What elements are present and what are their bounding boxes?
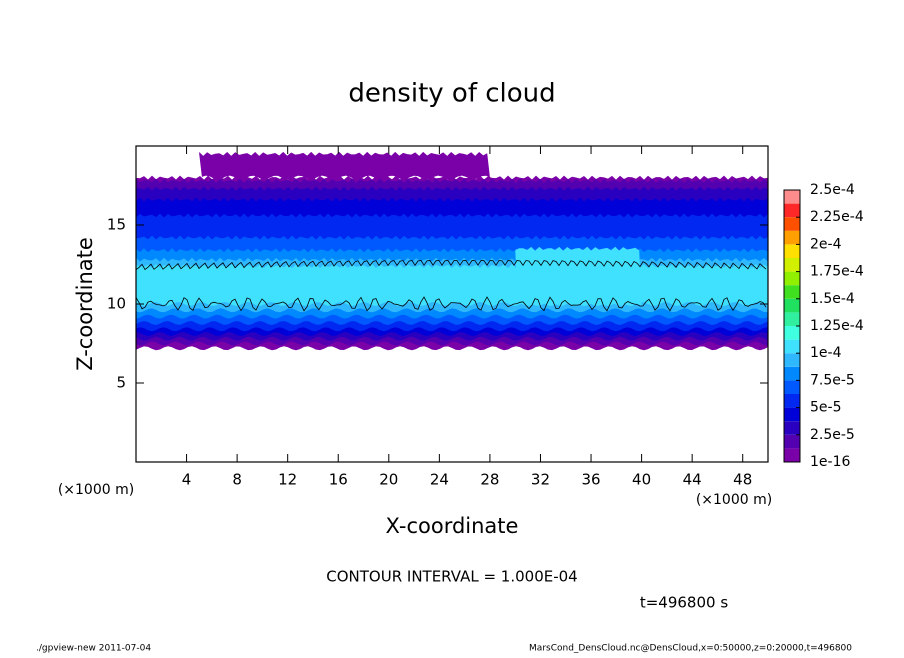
colorbar-tick-label: 1e-4 [810, 345, 842, 361]
colorbar-tick-label: 2e-4 [810, 236, 842, 252]
colorbar-band [784, 271, 800, 286]
colorbar-band [784, 394, 800, 408]
colorbar-band [784, 434, 800, 449]
y-tick-label: 15 [107, 216, 126, 234]
colorbar-band [784, 353, 800, 367]
colorbar-band [784, 190, 800, 204]
colorbar-tick-label: 2.5e-4 [810, 182, 855, 198]
colorbar-tick-label: 2.5e-5 [810, 427, 855, 443]
density-layer [136, 264, 768, 306]
colorbar-band [784, 203, 800, 218]
chart-title: density of cloud [348, 79, 555, 109]
x-unit-label: (×1000 m) [696, 492, 772, 508]
colorbar-band [784, 366, 800, 381]
x-tick-label: 44 [683, 471, 702, 489]
x-unit-label: (×1000 m) [58, 482, 134, 498]
x-tick-label: 32 [531, 471, 550, 489]
time-note: t=496800 s [640, 594, 728, 612]
colorbar-band [784, 448, 800, 462]
y-tick-label: 10 [107, 295, 126, 313]
colorbar-band [784, 339, 800, 354]
colorbar-band [784, 244, 800, 258]
colorbar-band [784, 380, 800, 394]
colorbar-tick-label: 7.5e-5 [810, 372, 855, 388]
x-tick-label: 24 [430, 471, 449, 489]
footer-right: MarsCond_DensCloud.nc@DensCloud,x=0:5000… [529, 644, 852, 654]
colorbar-tick-label: 1e-16 [810, 454, 850, 470]
colorbar-band [784, 285, 800, 299]
density-layer [199, 151, 490, 180]
x-tick-label: 20 [379, 471, 398, 489]
y-tick-label: 5 [116, 374, 126, 392]
colorbar-band [784, 407, 800, 422]
colorbar-tick-label: 1.75e-4 [810, 264, 864, 280]
colorbar-band [784, 258, 800, 272]
x-tick-label: 4 [182, 471, 192, 489]
colorbar-tick-label: 1.25e-4 [810, 318, 864, 334]
x-tick-label: 48 [733, 471, 752, 489]
colorbar-band [784, 217, 800, 231]
colorbar-tick-label: 2.25e-4 [810, 209, 864, 225]
colorbar-tick-label: 5e-5 [810, 400, 841, 416]
colorbar-band [784, 326, 800, 340]
x-tick-label: 12 [278, 471, 297, 489]
contour-note: CONTOUR INTERVAL = 1.000E-04 [326, 568, 577, 586]
x-tick-label: 8 [232, 471, 242, 489]
footer-left: ./gpview-new 2011-07-04 [36, 644, 151, 654]
colorbar-band [784, 421, 800, 435]
y-axis-label: Z-coordinate [73, 237, 97, 371]
colorbar-band [784, 230, 800, 245]
colorbar-tick-label: 1.5e-4 [810, 291, 855, 307]
x-tick-label: 40 [632, 471, 651, 489]
density-layer [515, 246, 642, 306]
colorbar-band [784, 312, 800, 326]
colorbar-band [784, 298, 800, 313]
x-tick-label: 28 [480, 471, 499, 489]
contour-line [136, 260, 767, 312]
x-axis-label: X-coordinate [386, 514, 519, 538]
x-tick-label: 36 [581, 471, 600, 489]
x-tick-label: 16 [329, 471, 348, 489]
